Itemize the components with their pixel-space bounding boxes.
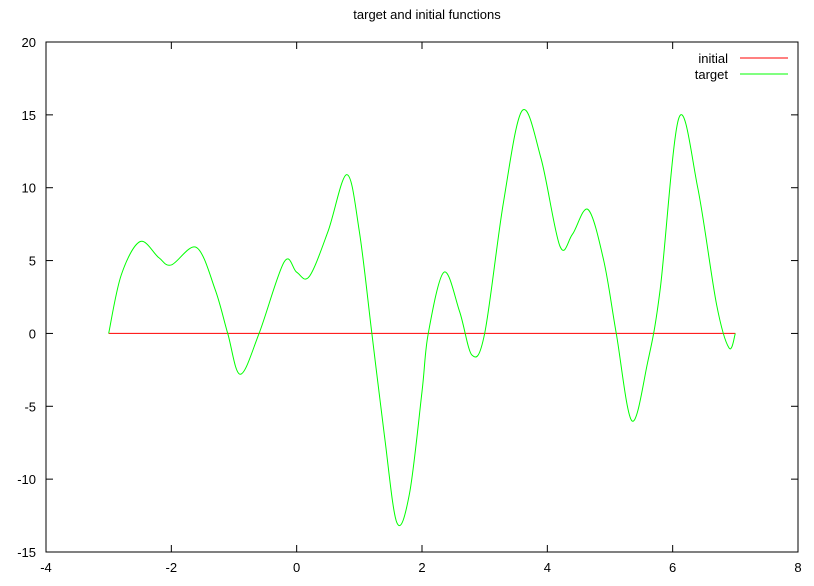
plot-frame [45,41,799,553]
x-tick-label: -2 [166,560,178,575]
legend-label-initial: initial [698,51,728,66]
x-tick-label: 0 [293,560,300,575]
x-tick-label: 2 [418,560,425,575]
x-tick-label: 6 [669,560,676,575]
y-tick-label: -10 [17,472,36,487]
axis-ticks: -4 -2 0 2 4 6 8 -15 -10 -5 0 5 10 15 20 [17,35,801,575]
y-tick-label: 10 [22,181,36,196]
series-lines [108,108,736,526]
series-line-target [108,108,736,526]
y-tick-label: 5 [29,254,36,269]
y-tick-label: 0 [29,326,36,341]
x-tick-label: 8 [794,560,801,575]
y-tick-label: -15 [17,545,36,560]
y-tick-label: 15 [22,108,36,123]
y-tick-label: 20 [22,35,36,50]
legend-label-target: target [695,67,729,82]
chart-title: target and initial functions [353,7,501,22]
x-tick-label: 4 [544,560,551,575]
y-tick-label: -5 [24,399,36,414]
x-tick-label: -4 [40,560,52,575]
